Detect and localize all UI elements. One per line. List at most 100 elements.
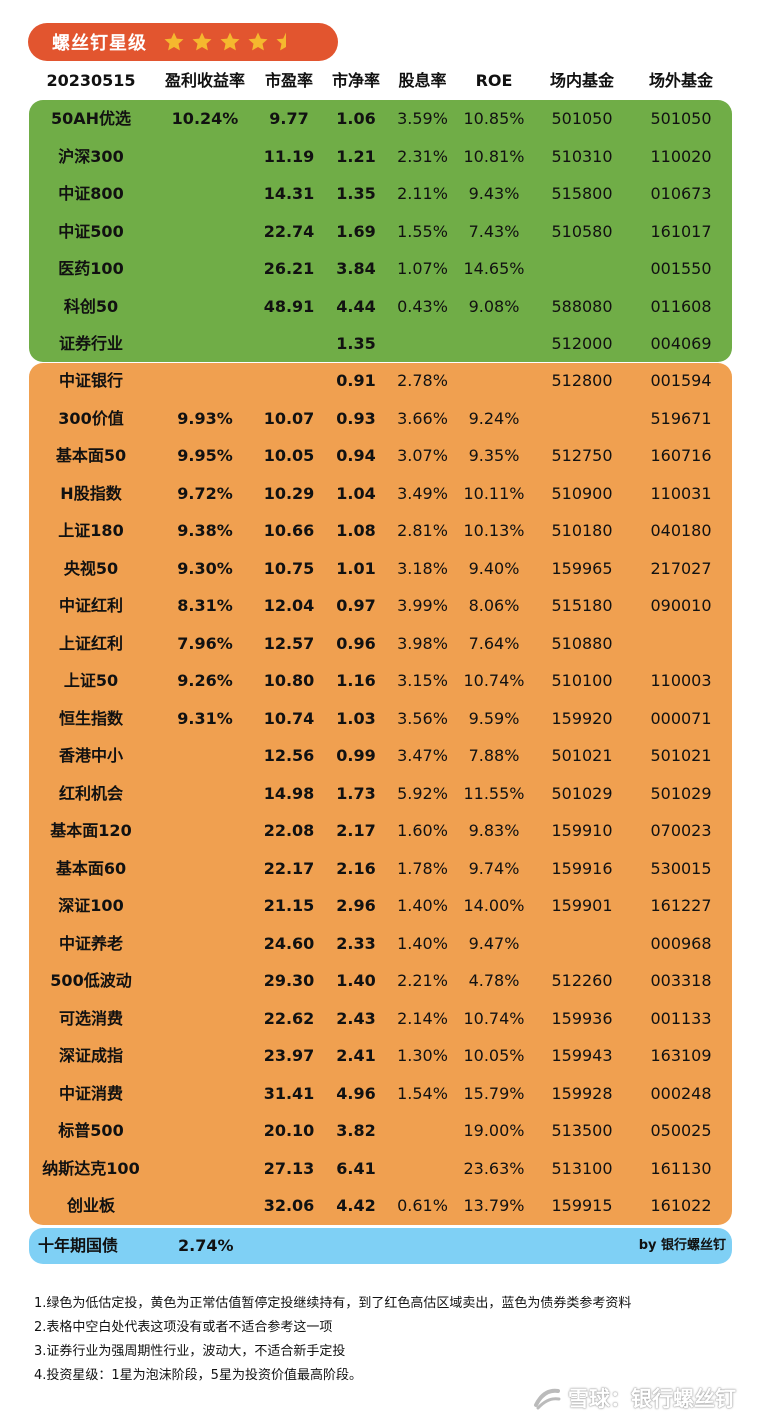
roe: 10.85% — [463, 109, 525, 128]
onexchange-fund-code: 159915 — [551, 1196, 613, 1215]
table-row: 创业板 32.06 4.42 0.61% 13.79% 159915 161022 — [0, 1187, 770, 1224]
table-row: 中证消费 31.41 4.96 1.54% 15.79% 159928 000248 — [0, 1075, 770, 1112]
onexchange-fund-code: 159965 — [551, 558, 613, 578]
header-fund-onexchange: 场内基金 — [549, 71, 614, 90]
pe-ratio: 21.15 — [263, 896, 315, 915]
roe: 10.74% — [463, 1008, 525, 1028]
onexchange-fund-code: 515800 — [551, 184, 613, 203]
roe: 13.79% — [463, 1196, 525, 1215]
pb-ratio: 2.43 — [336, 1008, 376, 1028]
roe: 9.47% — [468, 933, 520, 953]
dividend-yield: 3.18% — [397, 558, 448, 578]
table-row: 上证红利 7.96% 12.57 0.96 3.98% 7.64% 510880 — [0, 625, 770, 662]
pe-ratio: 12.56 — [263, 746, 315, 765]
pe-ratio: 20.10 — [263, 1121, 315, 1140]
offexchange-fund-code: 040180 — [650, 521, 712, 540]
pe-ratio: 10.75 — [263, 558, 315, 578]
pe-ratio: 48.91 — [263, 296, 315, 316]
offexchange-fund-code: 011608 — [650, 296, 712, 316]
roe — [455, 325, 533, 362]
pb-ratio: 4.44 — [336, 296, 376, 316]
pb-ratio: 1.08 — [336, 521, 376, 540]
onexchange-fund-code: 159916 — [551, 858, 613, 878]
dividend-yield: 5.92% — [397, 783, 448, 803]
offexchange-fund-code: 160716 — [650, 446, 712, 465]
index-name: 央视50 — [63, 558, 119, 578]
earnings-yield — [155, 325, 255, 362]
offexchange-fund-code: 010673 — [650, 184, 712, 203]
pb-ratio: 2.96 — [336, 896, 376, 915]
onexchange-fund-code — [540, 250, 624, 287]
star-rating-badge: 螺丝钉星级 — [28, 23, 338, 61]
pb-ratio: 1.73 — [336, 783, 376, 803]
pe-ratio: 31.41 — [263, 1083, 315, 1103]
roe: 7.64% — [468, 633, 520, 653]
table-row: 标普500 20.10 3.82 19.00% 513500 050025 — [0, 1112, 770, 1149]
earnings-yield — [155, 775, 255, 812]
dividend-yield: 1.07% — [397, 259, 448, 278]
pb-ratio: 1.40 — [336, 971, 376, 990]
earnings-yield — [155, 1150, 255, 1187]
table-row: 中证800 14.31 1.35 2.11% 9.43% 515800 010673 — [0, 175, 770, 212]
roe: 19.00% — [463, 1121, 525, 1140]
onexchange-fund-code: 159901 — [551, 896, 613, 915]
index-name: 创业板 — [66, 1196, 115, 1215]
pe-ratio: 26.21 — [263, 259, 315, 278]
table-row: 中证红利 8.31% 12.04 0.97 3.99% 8.06% 515180 090010 — [0, 587, 770, 624]
pb-ratio: 1.06 — [336, 109, 376, 128]
earnings-yield — [155, 850, 255, 887]
earnings-yield: 9.38% — [177, 521, 233, 540]
pb-ratio: 0.93 — [336, 408, 376, 428]
index-name: 上证红利 — [58, 633, 123, 653]
offexchange-fund-code: 501029 — [650, 783, 712, 803]
table-row: 红利机会 14.98 1.73 5.92% 11.55% 501029 501029 — [0, 775, 770, 812]
pe-ratio: 10.05 — [263, 446, 315, 465]
onexchange-fund-code — [540, 400, 624, 437]
index-name: 500低波动 — [50, 971, 132, 990]
pe-ratio: 27.13 — [263, 1158, 315, 1178]
onexchange-fund-code: 510310 — [551, 146, 613, 166]
header-fund-offexchange: 场外基金 — [648, 71, 713, 90]
roe: 10.11% — [463, 483, 525, 503]
pb-ratio: 1.03 — [336, 708, 376, 728]
roe: 9.59% — [468, 708, 520, 728]
pe-ratio: 10.07 — [263, 408, 315, 428]
pb-ratio: 2.33 — [336, 933, 376, 953]
earnings-yield — [155, 1000, 255, 1037]
pb-ratio: 0.99 — [336, 746, 376, 765]
pe-ratio: 22.74 — [263, 221, 315, 241]
table-row: 上证50 9.26% 10.80 1.16 3.15% 10.74% 510100 11000… — [0, 662, 770, 699]
offexchange-fund-code: 161017 — [650, 221, 712, 241]
bond-name: 十年期国债 — [38, 1236, 119, 1255]
pb-ratio: 1.69 — [336, 221, 376, 241]
roe: 7.43% — [468, 221, 520, 241]
onexchange-fund-code: 159936 — [551, 1008, 613, 1028]
index-name: 中证红利 — [58, 596, 123, 615]
dividend-yield: 3.49% — [397, 483, 448, 503]
onexchange-fund-code: 510180 — [551, 521, 613, 540]
offexchange-fund-code: 000071 — [650, 708, 712, 728]
watermark: 雪球：银行螺丝钉 — [532, 1380, 736, 1416]
roe: 10.81% — [463, 146, 525, 166]
table-row: 纳斯达克100 27.13 6.41 23.63% 513100 161130 — [0, 1150, 770, 1187]
pb-ratio: 1.16 — [336, 671, 376, 690]
star-icon — [219, 31, 241, 53]
index-name: H股指数 — [60, 483, 122, 503]
table-row: 证券行业 1.35 512000 004069 — [0, 325, 770, 362]
index-name: 中证消费 — [58, 1083, 123, 1103]
pe-ratio: 12.57 — [263, 633, 315, 653]
byline: by 银行螺丝钉 — [638, 1238, 726, 1253]
earnings-yield: 9.31% — [177, 708, 233, 728]
roe: 9.08% — [468, 296, 520, 316]
earnings-yield: 9.95% — [177, 446, 233, 465]
offexchange-fund-code: 501021 — [650, 746, 712, 765]
offexchange-fund-code: 161227 — [650, 896, 712, 915]
header-dividend-yield: 股息率 — [398, 71, 447, 90]
offexchange-fund-code: 090010 — [650, 596, 712, 615]
onexchange-fund-code: 512260 — [551, 971, 613, 990]
offexchange-fund-code: 110020 — [650, 146, 712, 166]
index-name: 50AH优选 — [50, 109, 132, 128]
dividend-yield: 1.40% — [397, 933, 448, 953]
roe: 15.79% — [463, 1083, 525, 1103]
star-icon — [247, 31, 269, 53]
